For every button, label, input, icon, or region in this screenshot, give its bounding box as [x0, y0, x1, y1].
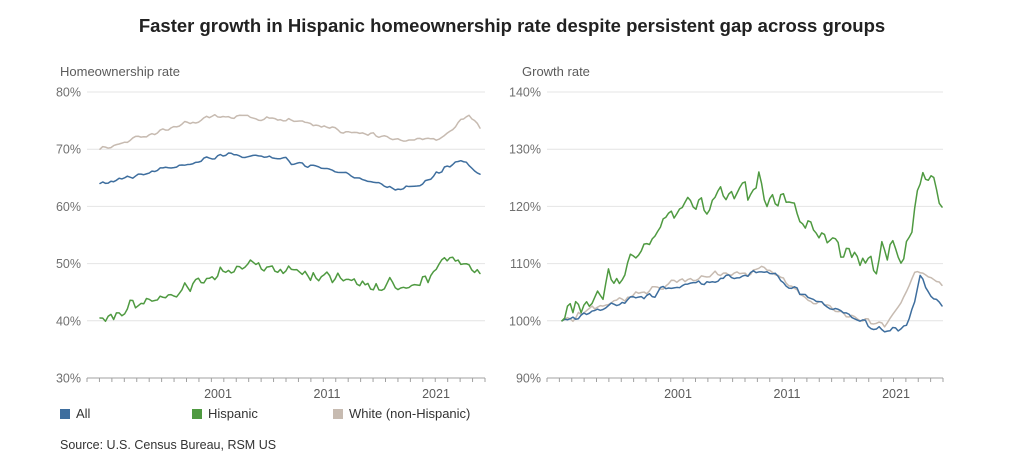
svg-text:2011: 2011 — [314, 387, 341, 401]
svg-text:120%: 120% — [509, 200, 541, 214]
svg-text:2001: 2001 — [204, 387, 232, 401]
svg-text:130%: 130% — [509, 143, 541, 157]
svg-text:80%: 80% — [56, 86, 81, 100]
svg-text:40%: 40% — [56, 314, 81, 328]
svg-text:60%: 60% — [56, 200, 81, 214]
svg-text:2021: 2021 — [882, 387, 910, 401]
svg-text:2021: 2021 — [422, 387, 450, 401]
svg-text:90%: 90% — [516, 372, 541, 386]
svg-text:110%: 110% — [510, 257, 541, 271]
svg-text:140%: 140% — [509, 86, 541, 100]
svg-text:30%: 30% — [56, 372, 81, 386]
svg-text:2011: 2011 — [774, 387, 801, 401]
svg-text:100%: 100% — [509, 314, 541, 328]
svg-text:50%: 50% — [56, 257, 81, 271]
svg-text:2001: 2001 — [664, 387, 692, 401]
svg-text:70%: 70% — [56, 143, 81, 157]
